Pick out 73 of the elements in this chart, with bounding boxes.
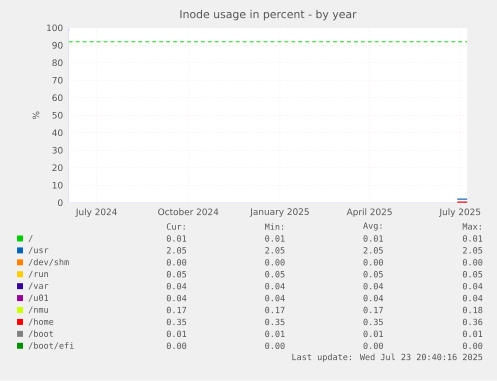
y-tick-label: 50 bbox=[52, 112, 63, 119]
text: 0.18 bbox=[462, 307, 482, 314]
text: Max: bbox=[462, 224, 481, 230]
legend-label: /home bbox=[28, 318, 54, 326]
text: 0.00 bbox=[265, 259, 285, 266]
text: 0.05 bbox=[364, 271, 383, 278]
text: 2.05 bbox=[265, 247, 284, 254]
legend-label: /nmu bbox=[28, 306, 48, 314]
legend-label: /run bbox=[28, 270, 48, 278]
text: 0.01 bbox=[462, 330, 482, 338]
text: 0.04 bbox=[364, 295, 384, 302]
text: 0.00 bbox=[462, 342, 482, 350]
text: 0.00 bbox=[364, 259, 383, 266]
legend-label: /u01 bbox=[28, 294, 48, 302]
y-tick-label: 90 bbox=[52, 42, 63, 49]
text: 2.05 bbox=[364, 247, 383, 254]
text: 0.35 bbox=[364, 318, 383, 326]
legend-label: /usr bbox=[28, 247, 48, 254]
x-tick-label: October 2024 bbox=[158, 208, 218, 216]
text: 0.17 bbox=[265, 307, 285, 314]
legend-label: /dev/shm bbox=[28, 258, 69, 266]
text: 0.17 bbox=[166, 307, 186, 314]
x-tick-label: January 2025 bbox=[250, 208, 309, 217]
y-tick-label: 30 bbox=[52, 147, 63, 154]
text: 0.04 bbox=[265, 295, 285, 302]
text: 0.00 bbox=[265, 342, 285, 350]
text: 0.05 bbox=[166, 271, 186, 278]
y-tick-label: 80 bbox=[52, 60, 63, 66]
y-tick-label: 0 bbox=[58, 200, 63, 206]
text: 0.00 bbox=[166, 259, 186, 266]
text: 0.01 bbox=[462, 235, 482, 242]
text: 0.05 bbox=[462, 271, 482, 278]
y-tick-label: 20 bbox=[52, 164, 63, 172]
text: 0.01 bbox=[265, 330, 285, 338]
text: 2.05 bbox=[463, 247, 482, 254]
legend-label: / bbox=[28, 235, 33, 242]
y-tick-label: 70 bbox=[52, 77, 63, 84]
text: 0.04 bbox=[462, 295, 482, 302]
text: 0.00 bbox=[462, 259, 482, 266]
text: 0.00 bbox=[364, 342, 383, 350]
text: 0.01 bbox=[265, 235, 285, 242]
text: 0.04 bbox=[166, 283, 186, 290]
text: 0.35 bbox=[265, 318, 284, 326]
y-axis-title: % bbox=[32, 112, 40, 120]
text: 0.04 bbox=[166, 295, 186, 302]
legend-label: /var bbox=[28, 282, 48, 290]
y-tick-label: 10 bbox=[52, 182, 63, 189]
text: 0.01 bbox=[166, 330, 186, 338]
chart-title: Inode usage in percent - by year bbox=[180, 10, 357, 21]
text: Last update: Wed Jul 23 20:40:16 2025 bbox=[292, 354, 482, 362]
text: 0.05 bbox=[265, 271, 284, 278]
text: 0.01 bbox=[364, 235, 383, 242]
text: Avg: bbox=[363, 222, 382, 231]
text: 0.35 bbox=[166, 318, 186, 326]
text: Cur: bbox=[166, 224, 185, 230]
text: 0.04 bbox=[462, 283, 482, 290]
x-tick-label: April 2025 bbox=[346, 208, 392, 218]
text: 0.04 bbox=[364, 283, 384, 290]
text: 0.00 bbox=[166, 342, 186, 350]
legend-label: /boot bbox=[28, 330, 53, 338]
y-tick-label: 60 bbox=[52, 94, 63, 102]
legend-label: /boot/efi bbox=[28, 342, 74, 350]
text: 0.17 bbox=[364, 307, 383, 314]
text: 2.05 bbox=[166, 247, 186, 254]
x-tick-label: July 2024 bbox=[75, 208, 117, 218]
y-tick-label: 100 bbox=[47, 24, 63, 32]
x-tick-label: July 2025 bbox=[438, 208, 480, 218]
y-tick-label: 40 bbox=[52, 130, 63, 136]
text: 0.01 bbox=[364, 330, 383, 338]
text: 0.01 bbox=[166, 235, 186, 242]
text: 0.36 bbox=[462, 318, 482, 326]
text: Min: bbox=[265, 224, 284, 230]
text: 0.04 bbox=[265, 283, 285, 290]
